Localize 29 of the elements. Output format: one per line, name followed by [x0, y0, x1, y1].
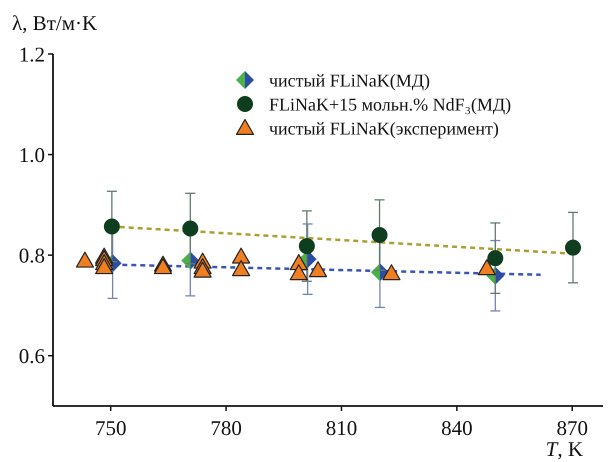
point: [308, 261, 328, 278]
x-tick-label: 780: [210, 416, 242, 440]
point: [478, 259, 496, 276]
point: [104, 218, 120, 234]
x-tick-label: 750: [94, 416, 126, 440]
legend-label: чистый FLiNaK(МД): [269, 70, 430, 90]
point: [382, 264, 401, 280]
x-tick-label: 840: [441, 416, 473, 440]
legend-label: FLiNaK+15 мольн.% NdF₃(МД): [269, 94, 512, 114]
point: [372, 227, 388, 244]
legend-label: чистый FLiNaK(эксперимент): [269, 118, 499, 138]
y-tick-label: 1.0: [18, 142, 45, 167]
point: [232, 260, 250, 276]
point: [232, 248, 250, 264]
x-axis-title: T, K: [546, 437, 583, 461]
point: [76, 252, 94, 268]
y-tick-label: 0.8: [18, 243, 45, 268]
point: [298, 238, 315, 254]
point: [95, 258, 114, 274]
point: [487, 250, 504, 266]
point: [565, 240, 581, 256]
point: [290, 264, 308, 280]
y-tick-label: 1.2: [18, 42, 45, 66]
point: [194, 262, 212, 278]
point: [182, 220, 198, 236]
x-tick-label: 810: [326, 416, 358, 440]
y-tick-label: 0.6: [18, 344, 45, 368]
x-tick-label: 870: [556, 416, 588, 440]
y-axis-title: λ, Вт/м·K: [12, 11, 98, 35]
